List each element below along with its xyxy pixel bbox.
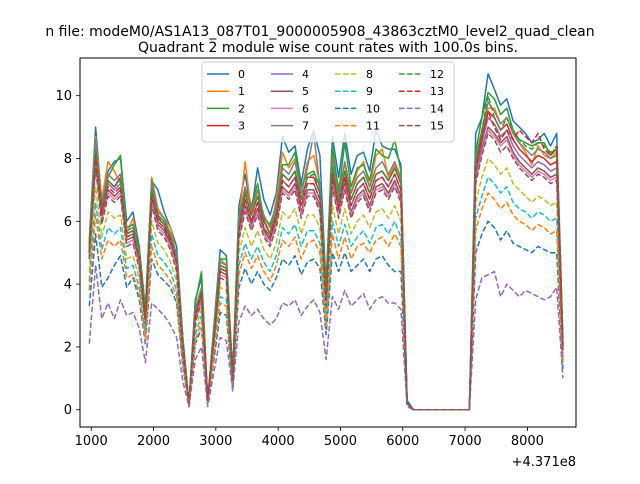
y-tick-label: 6	[64, 215, 72, 230]
legend-label-4: 4	[302, 68, 309, 81]
legend-label-12: 12	[430, 68, 444, 81]
x-axis: 1000 2000 3000 4000 5000 6000 7000 8000	[75, 427, 544, 449]
chart-title: Quadrant 2 module wise count rates with …	[138, 40, 518, 56]
y-axis: 0 2 4 6 8 10	[55, 89, 80, 418]
series-line-15	[88, 132, 564, 411]
plot-frame	[79, 57, 577, 428]
legend-label-5: 5	[302, 85, 309, 98]
figure-suptitle: n file: modeM0/AS1A13_087T01_9000005908_…	[45, 24, 594, 40]
x-tick-label: 1000	[75, 434, 108, 449]
x-tick-label: 2000	[137, 434, 170, 449]
series-line-12	[88, 94, 564, 411]
series-line-14	[88, 264, 564, 411]
x-offset-label: +4.371e8	[512, 455, 576, 470]
series-line-3	[88, 110, 564, 411]
x-tick-label: 4000	[262, 434, 295, 449]
x-tick-label: 8000	[511, 434, 544, 449]
legend-label-14: 14	[430, 102, 444, 115]
legend-label-15: 15	[430, 120, 444, 133]
legend-label-8: 8	[366, 68, 373, 81]
legend-label-13: 13	[430, 85, 444, 98]
legend-label-7: 7	[302, 120, 309, 133]
series-line-10	[88, 220, 564, 411]
y-tick-label: 4	[64, 278, 72, 293]
legend-label-3: 3	[238, 120, 245, 133]
legend-label-2: 2	[238, 102, 245, 115]
series-line-13	[88, 110, 564, 411]
legend-label-11: 11	[366, 120, 380, 133]
x-tick-label: 6000	[386, 434, 419, 449]
legend-box	[201, 61, 455, 143]
legend-label-10: 10	[366, 102, 380, 115]
y-tick-label: 10	[55, 89, 72, 104]
legend-label-6: 6	[302, 102, 309, 115]
x-tick-label: 7000	[449, 434, 482, 449]
series-line-7	[88, 101, 564, 411]
legend-label-0: 0	[238, 68, 245, 81]
x-tick-label: 5000	[324, 434, 357, 449]
y-tick-label: 0	[64, 403, 72, 418]
legend-label-1: 1	[238, 85, 245, 98]
y-tick-label: 8	[64, 152, 72, 167]
series-layer	[88, 72, 564, 411]
x-tick-label: 3000	[199, 434, 232, 449]
y-tick-label: 2	[64, 340, 72, 355]
legend-label-9: 9	[366, 85, 373, 98]
